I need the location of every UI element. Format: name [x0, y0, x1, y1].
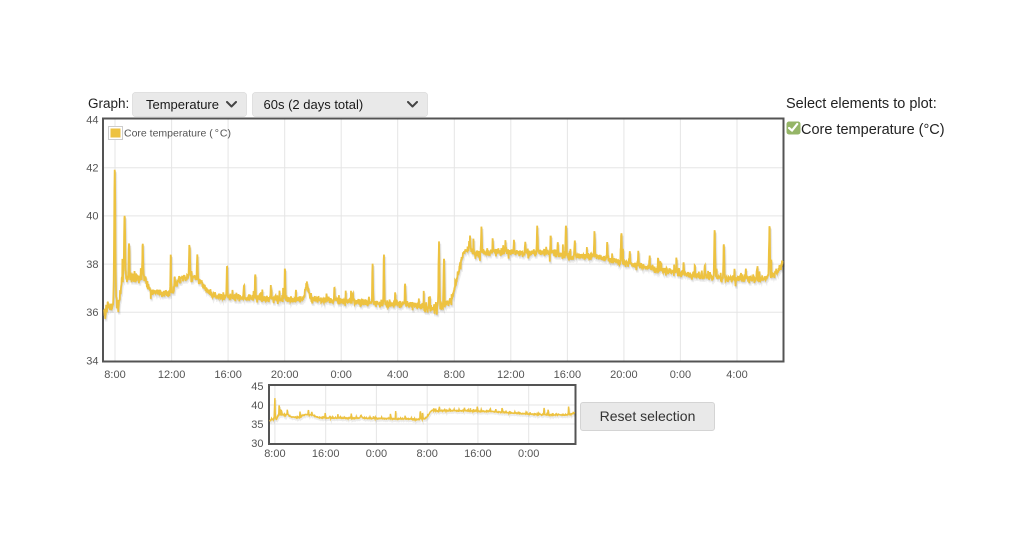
svg-text:Core temperature ( ° C): Core temperature ( ° C)	[124, 128, 231, 140]
svg-text:40: 40	[86, 211, 98, 223]
svg-text:16:00: 16:00	[312, 448, 340, 460]
svg-text:4:00: 4:00	[387, 369, 408, 381]
svg-text:16:00: 16:00	[214, 369, 242, 381]
svg-text:42: 42	[86, 163, 98, 175]
svg-text:8:00: 8:00	[416, 448, 437, 460]
svg-text:16:00: 16:00	[554, 369, 582, 381]
svg-text:0:00: 0:00	[518, 448, 539, 460]
svg-text:30: 30	[251, 438, 263, 450]
svg-text:45: 45	[251, 381, 263, 393]
svg-text:34: 34	[86, 355, 98, 367]
svg-text:8:00: 8:00	[444, 369, 465, 381]
svg-text:35: 35	[251, 419, 263, 431]
svg-text:0:00: 0:00	[670, 369, 691, 381]
svg-text:16:00: 16:00	[464, 448, 492, 460]
svg-text:8:00: 8:00	[264, 448, 285, 460]
svg-text:0:00: 0:00	[330, 369, 351, 381]
svg-text:44: 44	[86, 114, 98, 126]
svg-text:38: 38	[86, 259, 98, 271]
svg-text:20:00: 20:00	[271, 369, 299, 381]
svg-text:12:00: 12:00	[158, 369, 186, 381]
svg-text:40: 40	[251, 400, 263, 412]
svg-text:12:00: 12:00	[497, 369, 525, 381]
svg-text:36: 36	[86, 307, 98, 319]
svg-text:20:00: 20:00	[610, 369, 638, 381]
svg-text:4:00: 4:00	[726, 369, 747, 381]
svg-text:8:00: 8:00	[104, 369, 125, 381]
svg-text:0:00: 0:00	[366, 448, 387, 460]
